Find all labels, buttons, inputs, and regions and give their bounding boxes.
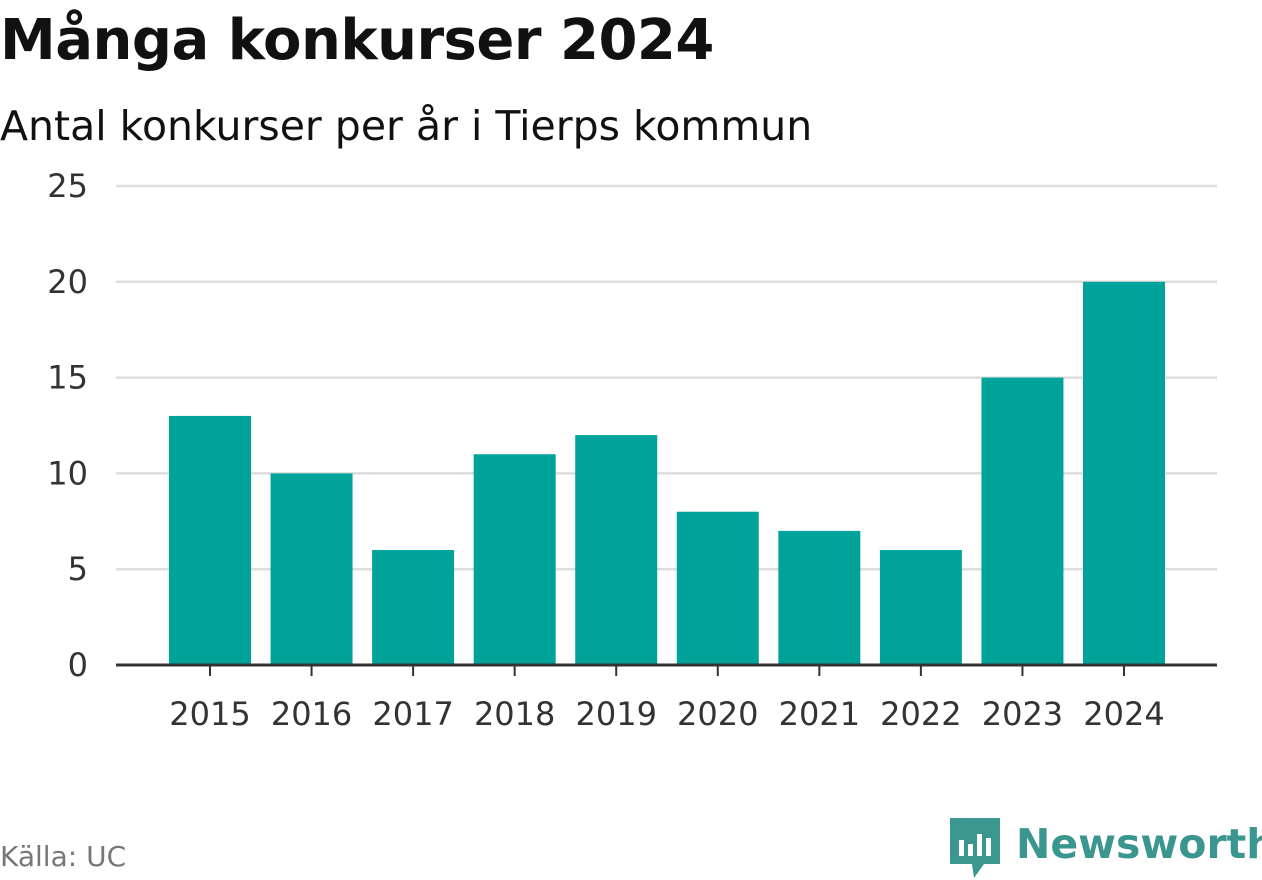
bars (169, 281, 1165, 665)
x-tick-labels: 2015 2016 2017 2018 2019 2020 2021 2022 2023 2024 (169, 695, 1164, 733)
x-tick-label: 2016 (271, 695, 352, 733)
x-tick-label: 2015 (169, 695, 250, 733)
chart-title: Många konkurser 2024 (0, 8, 714, 73)
y-tick-label: 10 (47, 454, 88, 492)
x-tick-label: 2017 (372, 695, 453, 733)
bar-2022 (879, 550, 962, 665)
newsworthy-logo-icon (950, 818, 1000, 878)
y-tick-label: 20 (47, 263, 88, 301)
x-tick-label: 2021 (779, 695, 860, 733)
source-note: Källa: UC (0, 840, 127, 873)
x-tick-label: 2023 (982, 695, 1063, 733)
brand-name: Newsworthy (1016, 820, 1262, 868)
bar-2016 (270, 473, 353, 665)
bar-2023 (981, 377, 1064, 665)
chart-subtitle: Antal konkurser per år i Tierps kommun (0, 102, 813, 150)
x-tick-label: 2020 (677, 695, 758, 733)
y-tick-label: 15 (47, 359, 88, 397)
y-tick-label: 5 (68, 550, 88, 588)
x-tick-label: 2019 (576, 695, 657, 733)
bar-2019 (575, 435, 658, 665)
x-tick-label: 2022 (880, 695, 961, 733)
bar-2018 (473, 454, 556, 665)
bar-2020 (676, 511, 759, 665)
x-tick-label: 2018 (474, 695, 555, 733)
bar-2024 (1083, 281, 1165, 665)
newsworthy-brand: Newsworthy (950, 818, 1262, 880)
bar-2021 (778, 530, 861, 665)
y-tick-label: 0 (68, 646, 88, 684)
bar-2015 (169, 415, 251, 665)
x-tick-label: 2024 (1083, 695, 1164, 733)
x-axis (116, 663, 1217, 676)
y-tick-labels: 0 5 10 15 20 25 (47, 167, 88, 684)
bar-2017 (372, 550, 455, 665)
y-tick-label: 25 (47, 167, 88, 205)
